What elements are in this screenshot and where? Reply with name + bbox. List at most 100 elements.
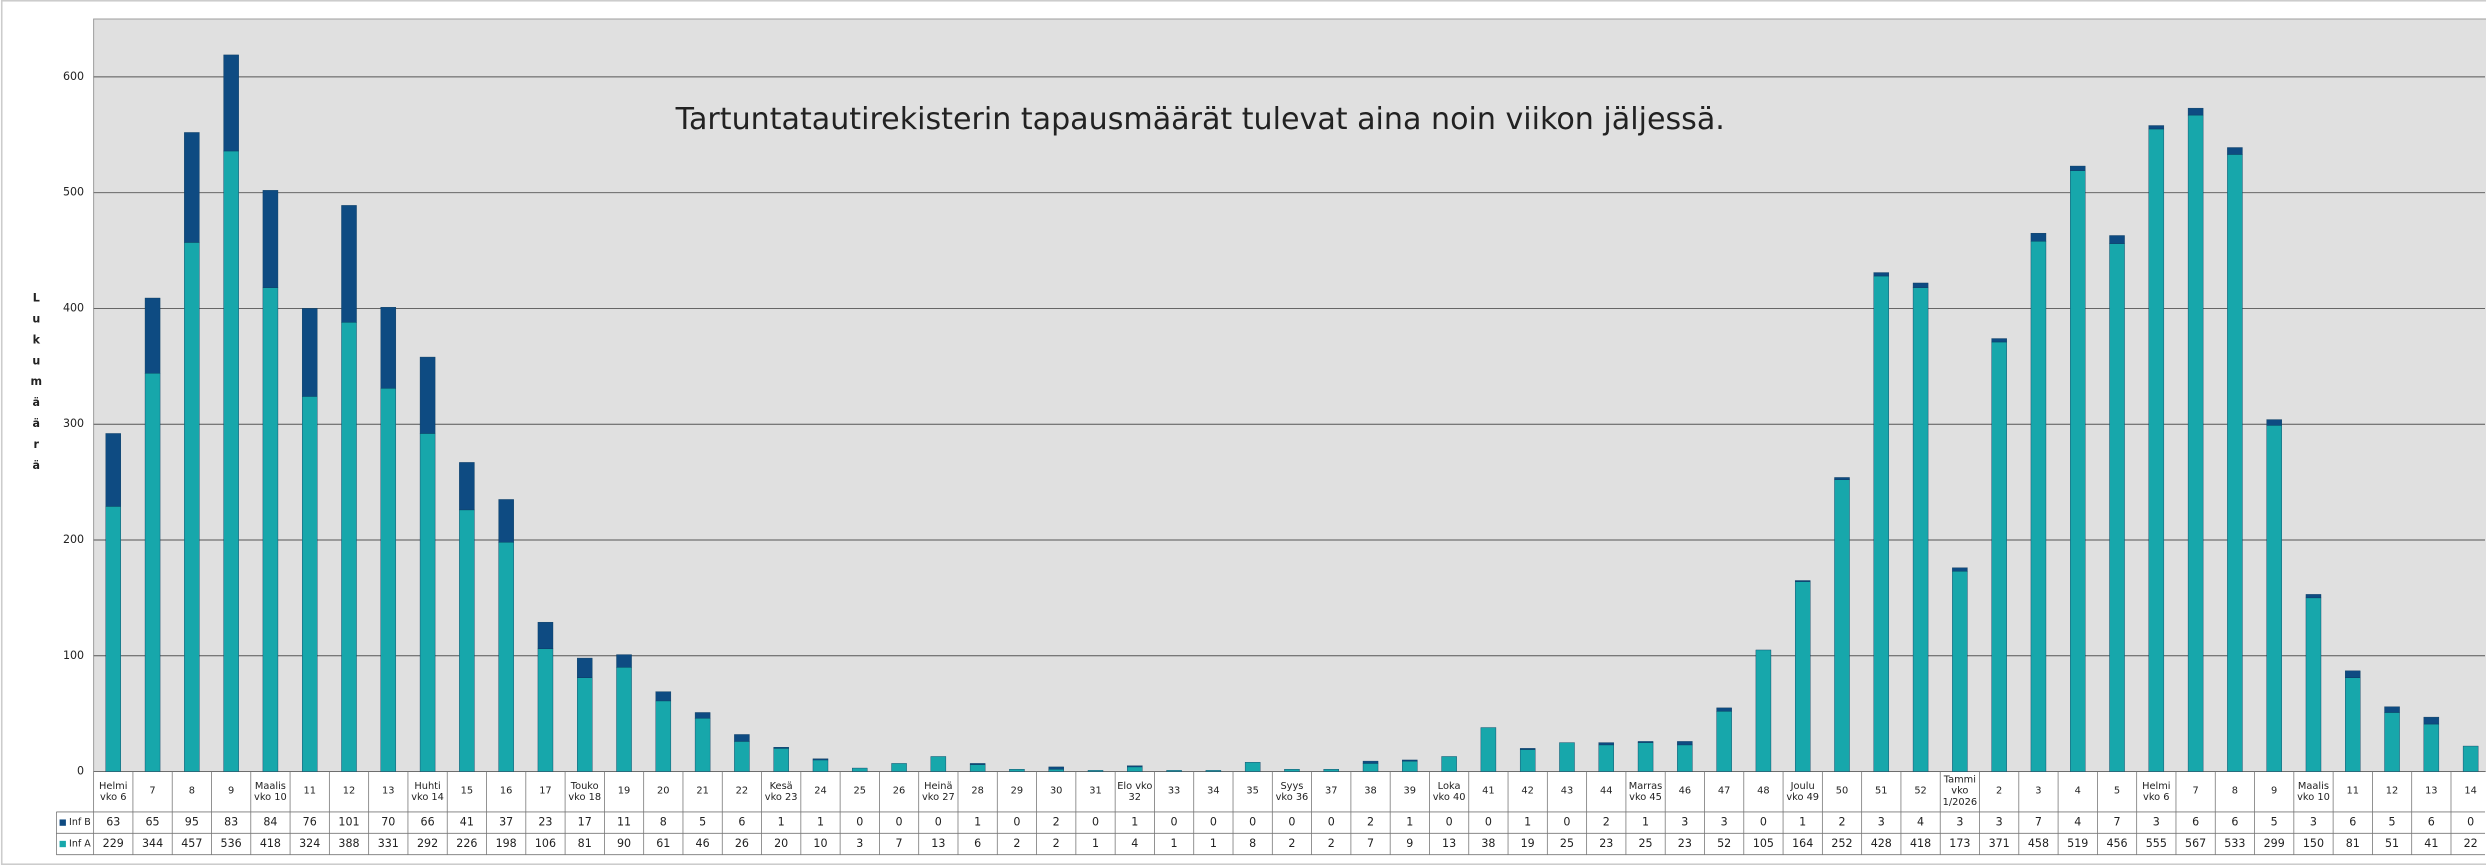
x-tick-label: 44: [1600, 786, 1613, 798]
x-tick-label-cell: 30: [1050, 786, 1062, 797]
table-value: 105: [1753, 837, 1774, 850]
table-value: 41: [2424, 837, 2438, 850]
bar-segment: [1441, 756, 1457, 772]
table-value: 38: [1481, 837, 1495, 850]
table-value: 52: [1717, 837, 1731, 850]
x-tick-label: 3: [2035, 786, 2042, 798]
table-value: 519: [2067, 837, 2088, 850]
table-value: 418: [260, 837, 281, 850]
table-value: 198: [496, 837, 517, 850]
table-value: 6: [738, 816, 745, 829]
table-value: 7: [2113, 816, 2120, 829]
table-value: 0: [896, 816, 903, 829]
table-value: 2: [1013, 837, 1020, 850]
table-value: 1: [1092, 837, 1099, 850]
bar-segment: [1362, 760, 1379, 764]
x-tick-label-cell: 20: [657, 786, 669, 797]
bar-segment: [1519, 749, 1536, 772]
table-value: 61: [656, 837, 670, 850]
x-tick-label: 9: [2271, 786, 2278, 798]
x-tick-label-cell: Marras vko 45: [1629, 781, 1662, 803]
table-value: 17: [578, 816, 592, 829]
x-tick-label: 21: [696, 786, 709, 798]
table-value: 0: [1013, 816, 1020, 829]
bar-segment: [2305, 594, 2322, 599]
x-tick-label: 13: [382, 786, 395, 798]
bar-segment: [1166, 770, 1182, 772]
x-tick-label: Maalis vko 10: [254, 780, 287, 803]
bar-segment: [2345, 670, 2361, 678]
bar-segment: [1873, 272, 1890, 277]
x-tick-label: 48: [1757, 786, 1770, 798]
bar-segment: [498, 542, 514, 772]
table-value: 106: [535, 837, 556, 850]
x-tick-label: 35: [1246, 786, 1259, 798]
table-value: 2: [1603, 816, 1610, 829]
table-value: 81: [578, 837, 592, 850]
bar-segment: [459, 462, 475, 511]
x-tick-label: 25: [853, 786, 866, 798]
table-value: 1: [1642, 816, 1649, 829]
bar-segment: [1480, 727, 1497, 772]
x-tick-label-cell: Loka vko 40: [1433, 781, 1466, 803]
table-value: 150: [2303, 837, 2324, 850]
table-value: 3: [1681, 816, 1688, 829]
bar-segment: [1912, 282, 1929, 288]
table-value: 6: [974, 837, 981, 850]
x-tick-label: 29: [1010, 786, 1024, 798]
x-tick-label-cell: Heinä vko 27: [922, 781, 955, 803]
table-value: 13: [931, 837, 945, 850]
table-value: 1: [1406, 816, 1413, 829]
bar-segment: [2305, 597, 2322, 772]
bar-segment: [2227, 154, 2243, 772]
bar-segment: [184, 242, 200, 772]
x-tick-label-cell: 3: [2035, 786, 2042, 798]
x-tick-label-cell: 24: [814, 786, 826, 797]
bar-segment: [852, 767, 868, 772]
x-tick-label: Kesä vko 23: [764, 780, 798, 803]
bar-segment: [498, 499, 514, 543]
table-value: 81: [2346, 837, 2360, 850]
x-tick-label: Joulu vko 49: [1786, 780, 1820, 803]
x-tick-label-cell: 11: [2347, 786, 2359, 797]
x-tick-label-cell: 35: [1246, 786, 1259, 798]
bar-segment: [1519, 748, 1536, 750]
bar-segment: [1716, 711, 1732, 772]
bar-segment: [2148, 125, 2165, 130]
table-value: 3: [856, 837, 863, 850]
bar-segment: [301, 308, 318, 397]
table-value: 299: [2264, 837, 2285, 850]
x-tick-label: 13: [2425, 786, 2438, 798]
table-value: 1: [1131, 816, 1138, 829]
bar-segment: [969, 764, 986, 772]
bar-segment: [1598, 742, 1614, 746]
bar-segment: [1127, 765, 1143, 768]
x-tick-label-cell: 13: [382, 786, 395, 798]
bar-segment: [2070, 170, 2086, 772]
x-tick-label-cell: 5: [2114, 786, 2120, 797]
table-value: 3: [2153, 816, 2160, 829]
x-tick-label: 41: [1482, 786, 1495, 798]
table-value: 0: [856, 816, 863, 829]
x-tick-label: 47: [1717, 786, 1731, 798]
x-tick-label-cell: 42: [1521, 786, 1533, 797]
bar-segment: [105, 506, 121, 772]
x-tick-label: 52: [1914, 786, 1927, 798]
legend-label: Inf B: [69, 817, 91, 828]
x-tick-label-cell: Helmi vko 6: [99, 781, 127, 803]
bar-segment: [2070, 165, 2086, 171]
y-tick-label: 300: [63, 417, 84, 430]
x-tick-label-cell: 29: [1010, 786, 1024, 798]
bar-segment: [1912, 287, 1929, 772]
bar-segment: [1244, 762, 1261, 772]
legend-swatch: [59, 819, 66, 826]
bar-segment: [2462, 745, 2479, 772]
x-tick-label-cell: 8: [2232, 786, 2238, 797]
bar-segment: [1127, 766, 1143, 772]
bar-segment: [694, 712, 711, 719]
table-value: 3: [1878, 816, 1885, 829]
table-value: 25: [1639, 837, 1653, 850]
bar-segment: [223, 54, 239, 152]
y-tick-label: 600: [63, 70, 84, 83]
x-tick-label-cell: 21: [696, 786, 709, 798]
